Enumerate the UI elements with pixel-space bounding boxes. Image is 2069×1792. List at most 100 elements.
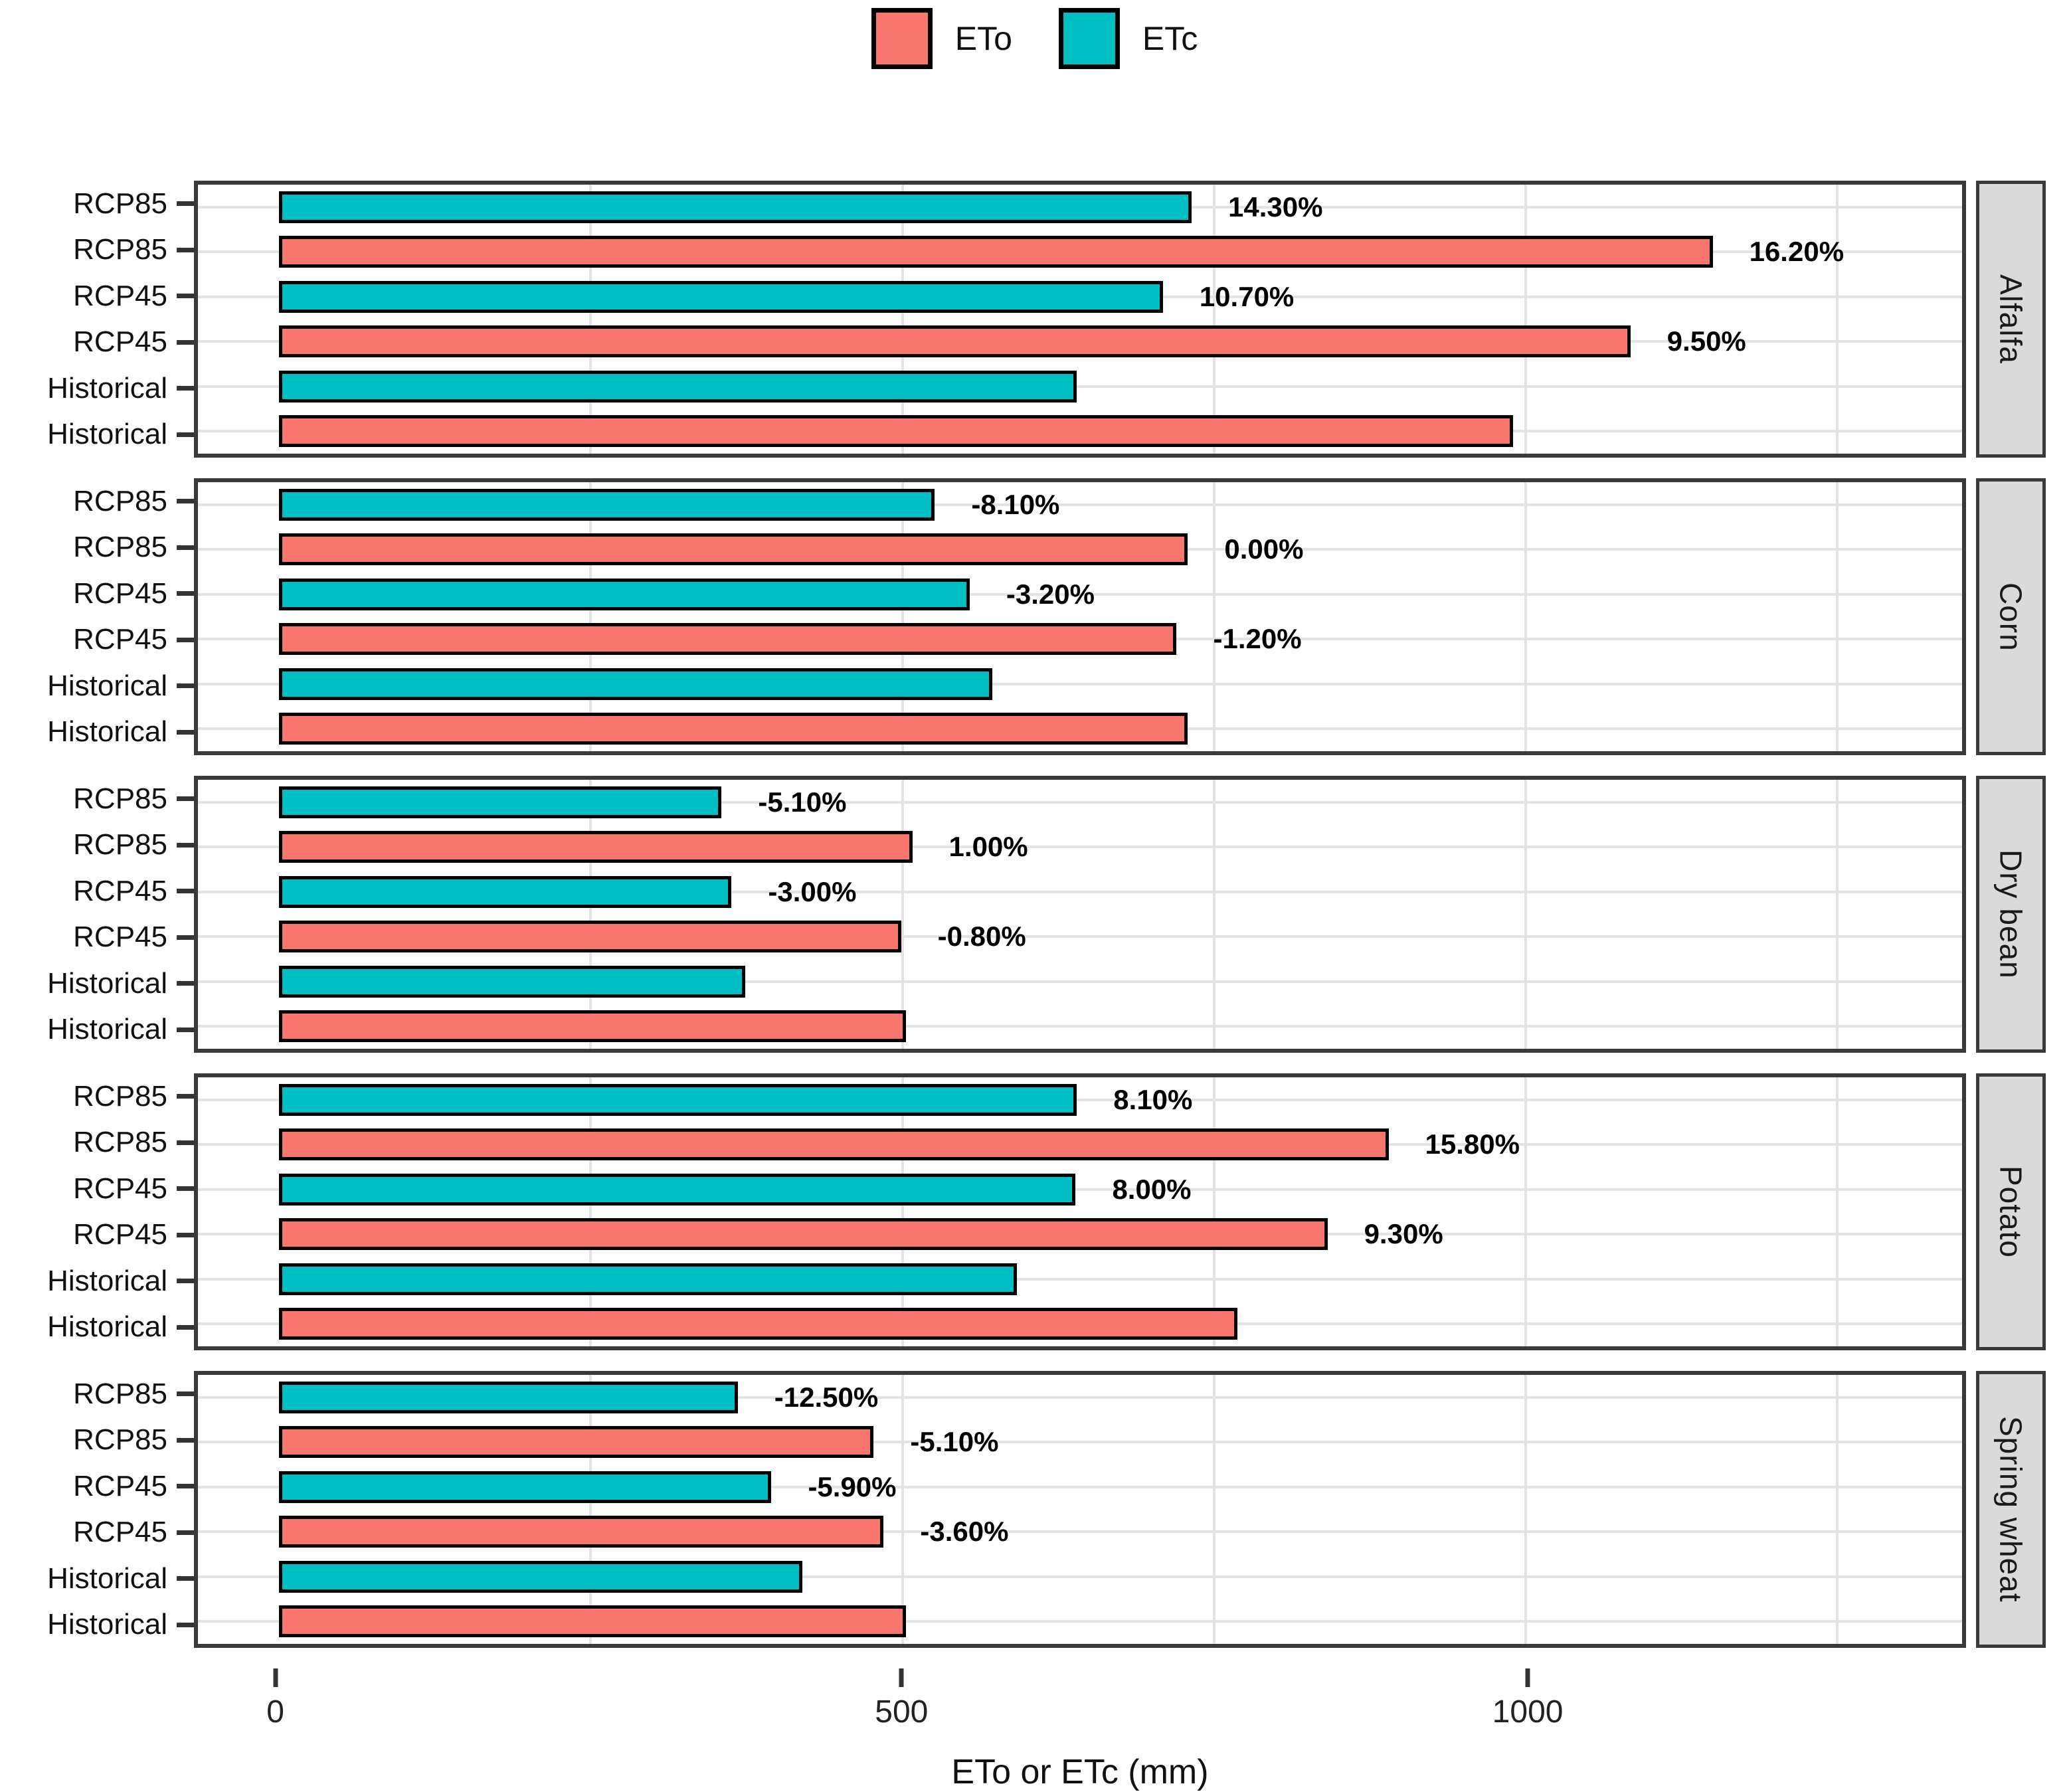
bar-row: -3.00% <box>198 869 1962 915</box>
gridline-vertical <box>589 780 592 1049</box>
bar-row: -0.80% <box>198 915 1962 960</box>
y-axis-label: RCP45 <box>73 1172 167 1205</box>
y-axis-label-row: Historical <box>0 365 194 412</box>
bar-row: 15.80% <box>198 1122 1962 1168</box>
y-axis-label: Historical <box>47 1264 167 1297</box>
y-axis-tick-mark <box>177 729 194 735</box>
y-axis-label-row: RCP85 <box>0 822 194 869</box>
y-axis-label-row: RCP85 <box>0 1417 194 1464</box>
y-axis-label-row: Historical <box>0 709 194 756</box>
y-axis-tick-mark <box>177 1094 194 1099</box>
bar-row: 9.50% <box>198 319 1962 365</box>
gridline-horizontal <box>198 980 1962 983</box>
gridline-vertical <box>1524 482 1528 751</box>
bar-row <box>198 1599 1962 1645</box>
y-axis-labels: RCP85 RCP85 RCP45 RCP45 Historical Historical <box>0 478 194 755</box>
facet: RCP85 RCP85 RCP45 RCP45 Historical Historical… <box>0 776 2069 1053</box>
bar-value-label: 8.00% <box>1112 1173 1192 1205</box>
gridline-horizontal <box>198 1025 1962 1028</box>
x-axis-spacer-left <box>0 1668 194 1792</box>
gridline-vertical <box>1836 482 1839 751</box>
y-axis-label-row: RCP85 <box>0 181 194 227</box>
y-axis-label: RCP45 <box>73 279 167 312</box>
y-axis-label-row: RCP45 <box>0 571 194 617</box>
gridline-horizontal <box>198 1575 1962 1578</box>
bar-row <box>198 364 1962 409</box>
bar-row <box>198 1554 1962 1599</box>
y-axis-label: Historical <box>47 966 167 1000</box>
y-axis-label-row: Historical <box>0 960 194 1007</box>
y-axis-tick-mark <box>177 1391 194 1397</box>
y-axis-label-row: RCP45 <box>0 868 194 915</box>
facet-strip-label: Potato <box>1993 1166 2028 1258</box>
y-axis-label-row: Historical <box>0 1602 194 1649</box>
legend-key-swatch <box>871 8 933 69</box>
gridline-vertical <box>589 1077 592 1346</box>
gridline-vertical <box>1836 780 1839 1049</box>
y-axis-tick-mark <box>177 1437 194 1443</box>
y-axis-label: Historical <box>47 371 167 404</box>
legend-item: ETo <box>871 8 1012 69</box>
bar-value-label: -5.10% <box>758 786 847 818</box>
bar-value-label: -0.80% <box>937 921 1026 952</box>
x-axis-tick-label: 1000 <box>1492 1694 1564 1730</box>
y-axis-label-row: RCP85 <box>0 478 194 525</box>
y-axis-label: Historical <box>47 715 167 749</box>
y-axis-labels: RCP85 RCP85 RCP45 RCP45 Historical Historical <box>0 1371 194 1648</box>
gridline-horizontal <box>198 935 1962 939</box>
legend-key-swatch <box>1058 8 1120 69</box>
y-axis-tick-mark <box>177 981 194 986</box>
y-axis-label: RCP85 <box>73 531 167 564</box>
bar-value-label: 9.50% <box>1666 325 1746 357</box>
bar-value-label: 15.80% <box>1425 1128 1520 1160</box>
y-axis-label: RCP85 <box>73 233 167 266</box>
y-axis-tick-mark <box>177 201 194 207</box>
gridline-horizontal <box>198 1395 1962 1399</box>
y-axis-tick-mark <box>177 1576 194 1581</box>
y-axis-label-row: RCP85 <box>0 776 194 822</box>
y-axis-tick-mark <box>177 1232 194 1237</box>
gridline-vertical <box>1836 1077 1839 1346</box>
bar-row: -1.20% <box>198 617 1962 662</box>
y-axis-tick-mark <box>177 1186 194 1192</box>
bar-etc-historical <box>279 668 992 700</box>
y-axis-tick-mark <box>177 339 194 345</box>
bar-row: 8.10% <box>198 1077 1962 1122</box>
bar-value-label: -5.90% <box>808 1471 897 1502</box>
facet: RCP85 RCP85 RCP45 RCP45 Historical Historical… <box>0 1073 2069 1350</box>
y-axis-label: RCP85 <box>73 1079 167 1113</box>
y-axis-label-row: RCP45 <box>0 915 194 961</box>
y-axis-tick-mark <box>177 889 194 894</box>
bar-eto-rcp45 <box>279 1516 884 1548</box>
y-axis-tick-mark <box>177 247 194 252</box>
y-axis-label: RCP85 <box>73 782 167 815</box>
bar-row: -8.10% <box>198 482 1962 527</box>
bar-etc-historical <box>279 370 1077 403</box>
facet-panel: 14.30% 16.20% 10.70% 9.50% <box>194 181 1966 458</box>
y-axis-labels: RCP85 RCP85 RCP45 RCP45 Historical Historical <box>0 776 194 1053</box>
facet-strip: Spring wheat <box>1976 1371 2046 1648</box>
gridline-horizontal <box>198 682 1962 685</box>
bar-value-label: -5.10% <box>910 1426 999 1458</box>
y-axis-label: RCP45 <box>73 921 167 954</box>
bar-eto-rcp45 <box>279 325 1631 358</box>
facet-strip-cell: Corn <box>1966 478 2069 755</box>
y-axis-label-row: Historical <box>0 1556 194 1602</box>
bar-value-label: 14.30% <box>1227 191 1323 223</box>
bar-etc-rcp85 <box>279 191 1192 223</box>
y-axis-labels: RCP85 RCP85 RCP45 RCP45 Historical Historical <box>0 181 194 458</box>
bar-value-label: -3.00% <box>768 875 857 907</box>
y-axis-tick-mark <box>177 499 194 504</box>
bar-eto-rcp45 <box>279 623 1177 656</box>
y-axis-label-row: Historical <box>0 412 194 458</box>
facet-strip-cell: Potato <box>1966 1073 2069 1350</box>
y-axis-label: RCP85 <box>73 828 167 861</box>
gridline-horizontal <box>198 1441 1962 1444</box>
facet-panel: -12.50% -5.10% -5.90% -3.60% <box>194 1371 1966 1648</box>
bar-row: 0.00% <box>198 527 1962 573</box>
gridline-vertical <box>1524 780 1528 1049</box>
bar-etc-rcp45 <box>279 1471 772 1503</box>
legend-label: ETo <box>954 20 1012 57</box>
gridline-vertical <box>1524 1375 1528 1644</box>
